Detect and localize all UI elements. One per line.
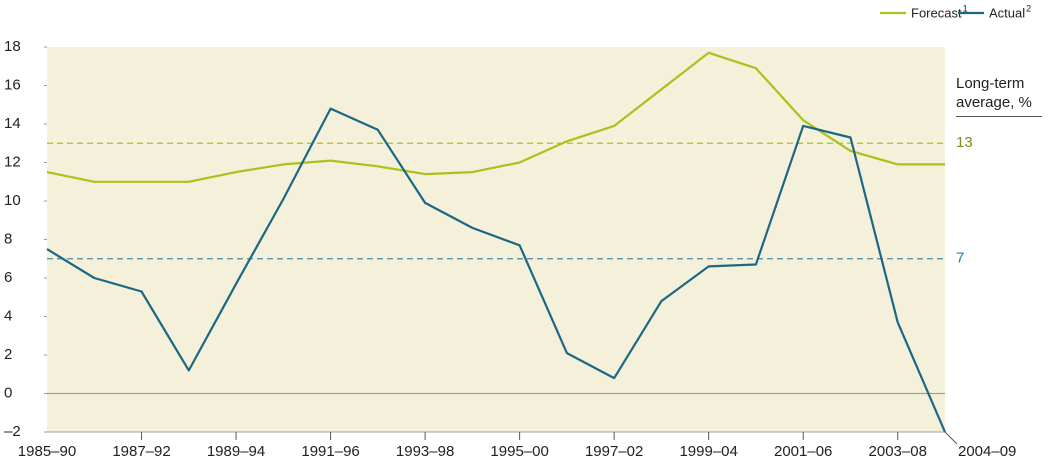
- y-tick-label: 12: [4, 153, 21, 170]
- x-tick-label: 1989–94: [207, 443, 265, 460]
- legend-label: Actual: [989, 5, 1025, 20]
- y-tick-label: –2: [4, 423, 21, 440]
- series-line: [46, 107, 947, 433]
- y-tick-label: 14: [4, 115, 21, 132]
- x-tick-label: 1985–90: [18, 443, 76, 460]
- x-tick-label: 1999–04: [679, 443, 737, 460]
- plot-background: [47, 47, 945, 432]
- y-tick-label: 10: [4, 192, 21, 209]
- x-tick-label: 1993–98: [396, 443, 454, 460]
- reference-title: Long-term average, %: [956, 74, 1042, 117]
- legend-label: Forecast: [911, 5, 962, 20]
- reference-label: 7: [956, 250, 964, 267]
- x-tick-label: 2004–09: [958, 443, 1016, 460]
- x-tick-label: 1987–92: [112, 443, 170, 460]
- y-tick-label: 0: [4, 384, 12, 401]
- y-tick-label: 18: [4, 38, 21, 55]
- x-tick-label: 2001–06: [774, 443, 832, 460]
- x-tick-label: 1997–02: [585, 443, 643, 460]
- series-line: [46, 51, 945, 183]
- y-tick-label: 8: [4, 230, 12, 247]
- reference-label: 13: [956, 134, 973, 151]
- legend-footnote: 1: [963, 3, 968, 13]
- y-tick-label: 4: [4, 307, 12, 324]
- y-tick-label: 6: [4, 269, 12, 286]
- x-leader: [944, 431, 958, 445]
- legend-footnote: 2: [1026, 3, 1031, 13]
- x-tick-label: 1995–00: [490, 443, 548, 460]
- x-tick-label: 2003–08: [869, 443, 927, 460]
- x-tick-label: 1991–96: [301, 443, 359, 460]
- y-tick-label: 16: [4, 76, 21, 93]
- y-tick-label: 2: [4, 346, 12, 363]
